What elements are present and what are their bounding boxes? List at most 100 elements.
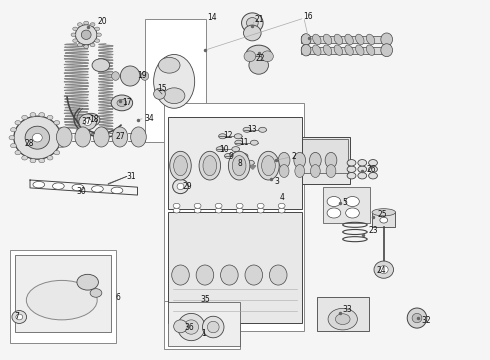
Ellipse shape [170, 151, 191, 180]
Ellipse shape [379, 266, 388, 274]
Ellipse shape [216, 147, 224, 152]
Ellipse shape [60, 135, 66, 140]
Ellipse shape [10, 127, 16, 132]
Ellipse shape [95, 39, 99, 42]
Bar [323, 187, 369, 223]
Ellipse shape [92, 186, 103, 192]
Ellipse shape [257, 203, 264, 208]
Ellipse shape [33, 181, 45, 188]
Ellipse shape [73, 39, 77, 42]
Ellipse shape [15, 150, 21, 155]
Ellipse shape [154, 54, 195, 108]
Ellipse shape [368, 172, 377, 179]
Ellipse shape [177, 314, 205, 341]
Polygon shape [249, 166, 256, 169]
Ellipse shape [90, 23, 95, 26]
Bar [301, 46, 387, 54]
Ellipse shape [215, 208, 222, 213]
Ellipse shape [236, 208, 243, 213]
Ellipse shape [71, 33, 76, 37]
Ellipse shape [173, 203, 180, 208]
Ellipse shape [278, 203, 285, 208]
Ellipse shape [368, 159, 377, 166]
Text: 13: 13 [247, 125, 257, 134]
Text: 21: 21 [255, 15, 264, 24]
Ellipse shape [77, 43, 82, 47]
Text: 24: 24 [377, 266, 387, 275]
Ellipse shape [345, 45, 353, 55]
Ellipse shape [323, 34, 332, 45]
Ellipse shape [30, 113, 36, 117]
Ellipse shape [220, 265, 238, 285]
Ellipse shape [347, 172, 356, 179]
Text: 16: 16 [304, 12, 313, 21]
Ellipse shape [372, 209, 395, 216]
Bar [277, 139, 347, 173]
Text: 36: 36 [184, 323, 194, 332]
Text: 25: 25 [378, 210, 388, 219]
Ellipse shape [367, 34, 375, 45]
Ellipse shape [259, 127, 267, 132]
Text: 20: 20 [98, 17, 107, 26]
Ellipse shape [32, 134, 42, 142]
Text: 27: 27 [116, 132, 125, 141]
Text: 33: 33 [343, 305, 352, 314]
Ellipse shape [84, 21, 89, 25]
Ellipse shape [172, 179, 188, 194]
Ellipse shape [202, 316, 224, 338]
Bar [168, 117, 302, 209]
Text: 1: 1 [201, 329, 206, 338]
Ellipse shape [358, 166, 367, 172]
Ellipse shape [412, 314, 422, 323]
Text: 11: 11 [239, 138, 248, 147]
Ellipse shape [381, 44, 392, 57]
Bar [168, 212, 302, 323]
Ellipse shape [367, 45, 375, 55]
Ellipse shape [345, 197, 359, 207]
Ellipse shape [10, 144, 16, 148]
Ellipse shape [258, 151, 279, 180]
Bar [168, 302, 240, 346]
Ellipse shape [194, 203, 201, 208]
Ellipse shape [246, 45, 271, 64]
Text: 17: 17 [122, 98, 131, 107]
Text: 7: 7 [14, 312, 19, 321]
Ellipse shape [244, 25, 261, 41]
Ellipse shape [177, 183, 184, 190]
Ellipse shape [81, 30, 91, 40]
Text: 30: 30 [76, 187, 86, 196]
Ellipse shape [294, 152, 306, 168]
Ellipse shape [356, 45, 364, 55]
Ellipse shape [194, 208, 201, 213]
Ellipse shape [219, 134, 226, 139]
Ellipse shape [295, 165, 305, 177]
Ellipse shape [16, 314, 23, 320]
Bar [145, 19, 206, 142]
Ellipse shape [172, 265, 189, 285]
Text: 2: 2 [292, 152, 296, 161]
Ellipse shape [345, 208, 359, 218]
Text: 18: 18 [90, 114, 99, 123]
Ellipse shape [224, 153, 232, 158]
Ellipse shape [215, 203, 222, 208]
Text: 8: 8 [238, 159, 243, 168]
Ellipse shape [242, 13, 263, 33]
Text: 29: 29 [182, 182, 192, 191]
Ellipse shape [347, 159, 356, 166]
Text: 5: 5 [343, 198, 347, 207]
Ellipse shape [301, 44, 311, 56]
Ellipse shape [184, 320, 198, 334]
Text: 9: 9 [229, 152, 234, 161]
Ellipse shape [121, 66, 140, 86]
Ellipse shape [9, 135, 15, 140]
Ellipse shape [199, 151, 221, 180]
Ellipse shape [278, 208, 285, 213]
Ellipse shape [323, 45, 332, 55]
Text: 26: 26 [366, 165, 376, 174]
Ellipse shape [47, 156, 53, 160]
Ellipse shape [131, 127, 147, 147]
Ellipse shape [196, 265, 214, 285]
Ellipse shape [56, 127, 72, 147]
Bar [15, 255, 111, 332]
Ellipse shape [334, 45, 343, 55]
